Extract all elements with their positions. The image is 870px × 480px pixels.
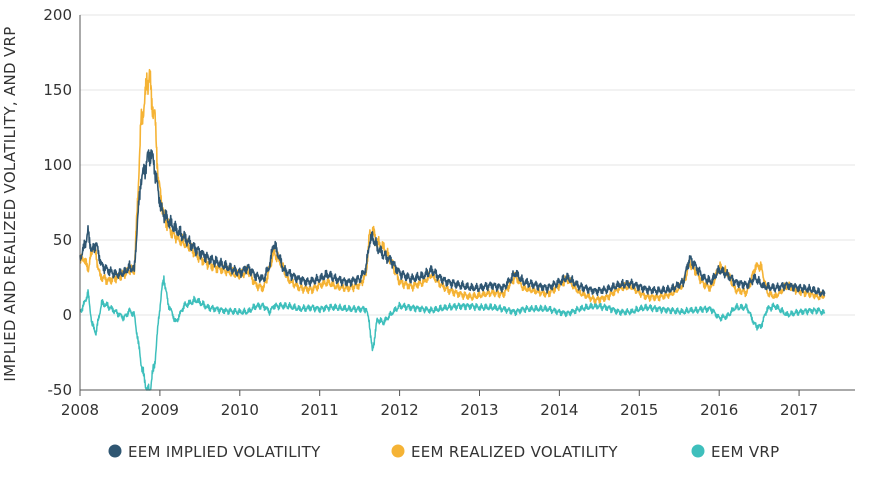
legend-marker [391, 444, 405, 458]
legend: EEM IMPLIED VOLATILITY EEM REALIZED VOLAT… [108, 443, 780, 461]
legend-label: EEM REALIZED VOLATILITY [411, 443, 618, 461]
y-tick-label: 150 [43, 81, 72, 99]
x-tick-label: 2012 [380, 401, 418, 419]
legend-label: EEM VRP [711, 443, 780, 461]
legend-marker [108, 444, 122, 458]
x-tick-label: 2009 [141, 401, 179, 419]
x-tick-label: 2015 [620, 401, 658, 419]
y-tick-label: 0 [62, 306, 72, 324]
x-tick-label: 2010 [221, 401, 259, 419]
x-tick-label: 2008 [61, 401, 99, 419]
series-line-eem-realized-volatility [79, 68, 826, 304]
gridlines [80, 14, 855, 316]
y-axis-label: IMPLIED AND REALIZED VOLATILITY, AND VRP [1, 26, 19, 381]
series-lines [79, 68, 826, 391]
axes [79, 15, 855, 391]
legend-label: EEM IMPLIED VOLATILITY [128, 443, 321, 461]
y-tick-label: 50 [53, 231, 72, 249]
series-line-eem-vrp [79, 275, 826, 391]
x-tick-label: 2017 [780, 401, 818, 419]
legend-item: EEM REALIZED VOLATILITY [391, 443, 618, 461]
x-tick-label: 2011 [301, 401, 339, 419]
y-tick-label: 200 [43, 6, 72, 24]
x-axis-ticks: 2008 2009 2010 2011 2012 2013 2014 2015 2016 2017 [61, 390, 818, 419]
legend-item: EEM IMPLIED VOLATILITY [108, 443, 321, 461]
y-axis-ticks: -50 0 50 100 150 200 [43, 6, 72, 399]
x-tick-label: 2016 [700, 401, 738, 419]
y-tick-label: -50 [48, 381, 73, 399]
legend-item: EEM VRP [691, 443, 780, 461]
y-tick-label: 100 [43, 156, 72, 174]
series-line-eem-implied-volatility [79, 149, 826, 297]
legend-marker [691, 444, 705, 458]
x-tick-label: 2013 [460, 401, 498, 419]
x-tick-label: 2014 [540, 401, 578, 419]
